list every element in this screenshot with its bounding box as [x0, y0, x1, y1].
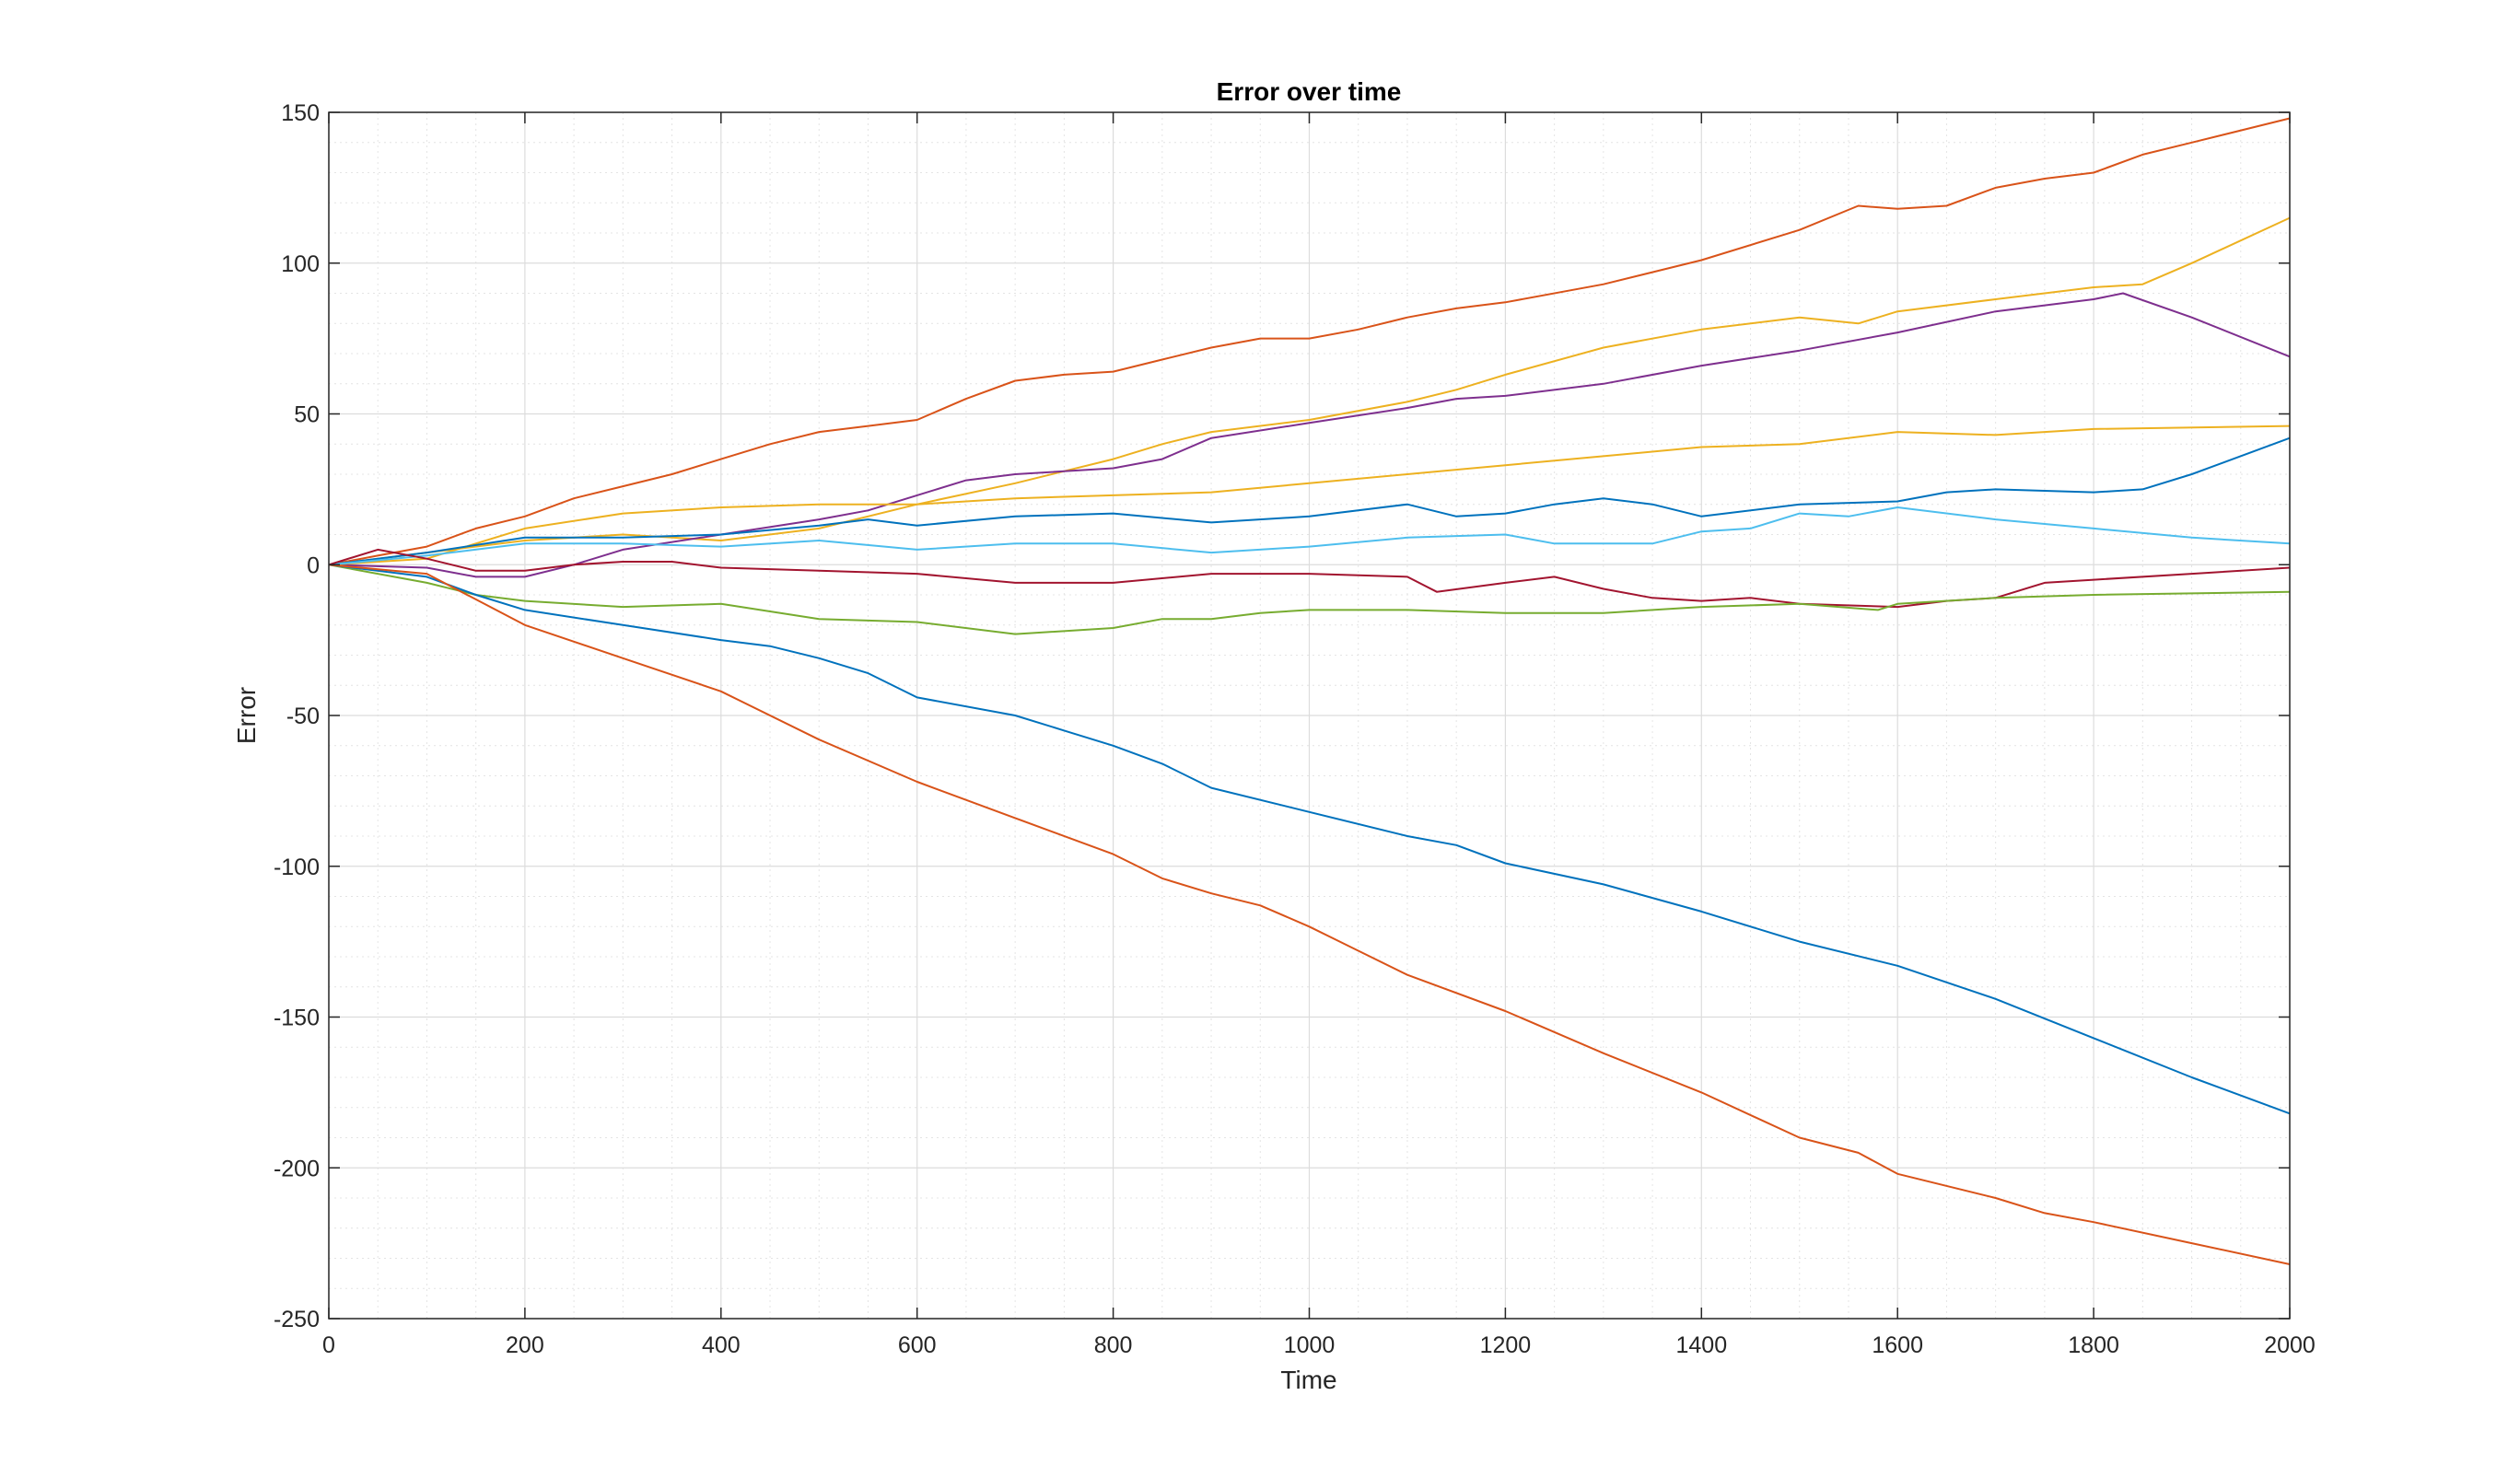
y-axis-ticks: -250 -200 -150 -100 -50 0 50 100 150: [274, 100, 2290, 1332]
x-tick-label: 1600: [1872, 1332, 1923, 1358]
y-tick-label: 50: [294, 402, 320, 428]
y-tick-label: 0: [307, 552, 320, 578]
x-tick-label: 1000: [1284, 1332, 1336, 1358]
x-tick-label: 400: [702, 1332, 741, 1358]
y-tick-label: 150: [281, 100, 320, 126]
y-tick-label: -200: [274, 1156, 320, 1181]
y-tick-label: -150: [274, 1006, 320, 1031]
x-tick-label: 600: [898, 1332, 937, 1358]
series-line-1: [328, 117, 2291, 566]
plot-area: 0 200 400 600 800 1000 1200 1400 1600 1800 2000 -2…: [274, 100, 2316, 1358]
series-line-10: [328, 564, 2291, 1265]
x-tick-label: 1200: [1480, 1332, 1532, 1358]
x-tick-label: 1800: [2068, 1332, 2119, 1358]
series-group: [328, 117, 2291, 1265]
y-tick-label: -100: [274, 855, 320, 880]
series-line-8: [328, 564, 2291, 635]
x-tick-label: 0: [322, 1332, 335, 1358]
y-tick-label: -250: [274, 1307, 320, 1332]
x-tick-label: 200: [506, 1332, 544, 1358]
series-line-3: [328, 292, 2291, 578]
x-axis-label: Time: [1280, 1366, 1336, 1394]
series-line-9: [328, 564, 2291, 1115]
series-line-6: [328, 506, 2291, 566]
y-tick-label: -50: [286, 704, 320, 729]
series-line-4: [328, 424, 2291, 566]
series-line-2: [328, 216, 2291, 566]
chart-title: Error over time: [1217, 77, 1402, 106]
x-tick-label: 1400: [1675, 1332, 1727, 1358]
x-axis-ticks: 0 200 400 600 800 1000 1200 1400 1600 1800 2000: [322, 112, 2316, 1358]
y-axis-label: Error: [232, 687, 261, 744]
x-tick-label: 2000: [2264, 1332, 2316, 1358]
y-tick-label: 100: [281, 251, 320, 277]
x-tick-label: 800: [1094, 1332, 1133, 1358]
series-line-5: [328, 436, 2291, 566]
